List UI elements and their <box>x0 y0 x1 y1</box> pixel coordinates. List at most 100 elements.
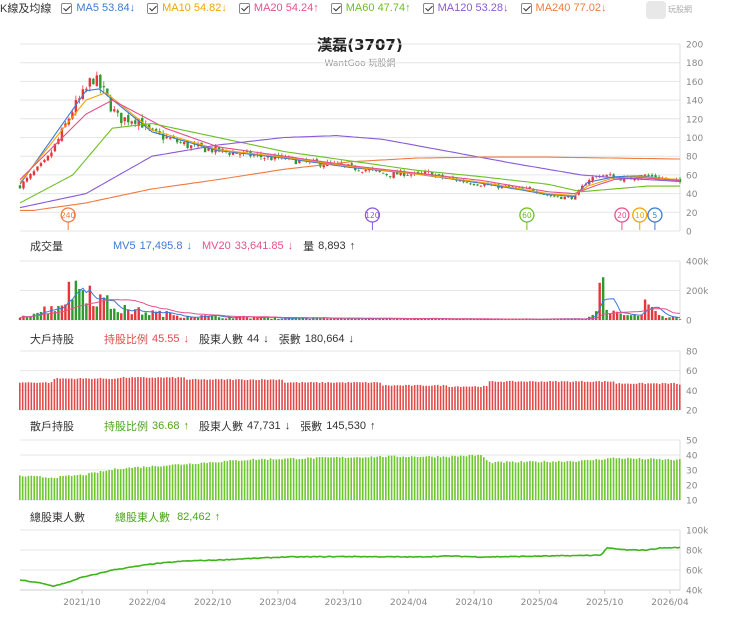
logo-text: 玩股網 <box>668 5 692 14</box>
retail-holder-bar <box>318 457 321 500</box>
big-holder-bar <box>350 382 353 410</box>
ma-marker: 10 <box>632 207 648 230</box>
legend-ma60[interactable]: MA60 47.74 ↑ <box>330 2 411 14</box>
volume-bar <box>483 319 486 320</box>
retail-holder-bar <box>431 456 433 500</box>
retail-holder-bar <box>315 457 318 500</box>
retail-holder-bar <box>595 459 598 500</box>
volume-bar <box>462 318 465 320</box>
big-holder-bar <box>606 381 609 410</box>
candle-body <box>203 147 207 153</box>
big-holder-bar <box>338 382 341 410</box>
volume-bar <box>605 309 608 320</box>
retail-holder-bar <box>33 476 36 500</box>
big-holder-bar <box>632 383 635 410</box>
volume-bar <box>60 305 64 320</box>
ma-marker-circle <box>364 207 381 223</box>
big-holder-bar <box>612 381 615 410</box>
volume-bar <box>29 316 32 320</box>
big-holder-bar <box>168 377 171 410</box>
checkbox-icon[interactable] <box>330 2 342 14</box>
ma60-label: MA60 <box>345 2 375 14</box>
big-holder-bar <box>376 382 378 410</box>
big-holder-bar <box>532 381 534 410</box>
ma10-value: 54.82 <box>193 2 222 14</box>
big-holder-bar <box>670 383 672 410</box>
big-holder-bar <box>33 382 36 410</box>
legend-ma20[interactable]: MA20 54.24 ↑ <box>238 2 319 14</box>
volume-bar <box>85 303 88 320</box>
legend-ma120[interactable]: MA120 53.28 ↓ <box>422 2 509 14</box>
ma-line-ma120 <box>19 135 681 209</box>
ma5-arrow: ↓ <box>129 2 136 14</box>
ma-marker: 240 <box>60 207 76 230</box>
volume-bar <box>347 318 350 320</box>
retail-holder-bar <box>145 467 148 500</box>
checkbox-icon[interactable] <box>61 2 73 14</box>
legend-ma240[interactable]: MA240 77.02 ↓ <box>520 2 607 14</box>
big-holder-bar <box>436 384 439 410</box>
retail-holder-bar <box>609 458 612 500</box>
big-holder-bar <box>534 381 537 410</box>
volume-bar <box>640 314 643 320</box>
mv5-value: 17,495.8 <box>139 240 183 252</box>
retail-holder-bar <box>676 459 678 500</box>
big-holder-bar <box>214 379 217 410</box>
big-holder-bar <box>295 382 298 410</box>
checkbox-icon[interactable] <box>238 2 250 14</box>
volume-bar <box>120 313 123 320</box>
volume-bar <box>291 318 294 320</box>
ma60-value: 47.74 <box>377 2 406 14</box>
volume-bar <box>193 317 196 320</box>
volume-bar <box>256 317 259 320</box>
volume-bar <box>619 313 622 320</box>
big-holder-bar <box>359 382 361 410</box>
big-holder-bar <box>575 381 577 410</box>
retail-holder-bar <box>402 456 404 500</box>
candle-body <box>85 88 88 91</box>
retail-holder-bar <box>160 466 162 500</box>
volume-bar <box>196 317 200 320</box>
retail-holder-bar <box>604 459 606 500</box>
checkbox-icon[interactable] <box>147 2 159 14</box>
volume-bar <box>266 316 270 320</box>
big-holder-bar <box>344 382 347 410</box>
retail-holder-bar <box>252 458 255 500</box>
candle-body <box>570 196 573 199</box>
legend-ma5[interactable]: MA5 53.84 ↓ <box>61 2 135 14</box>
retail-holder-bar <box>442 456 445 500</box>
volume-bar <box>102 297 106 320</box>
checkbox-icon[interactable] <box>520 2 532 14</box>
y-tick-label: 30 <box>686 467 698 477</box>
retail-holder-bar <box>454 455 456 500</box>
retail-holder-bar <box>477 454 479 500</box>
big-holder-bar <box>137 377 139 410</box>
retail-holder-bar <box>655 459 658 500</box>
candle-body <box>322 165 326 168</box>
big-holder-bar <box>36 382 38 410</box>
volume-bar <box>231 318 235 320</box>
big-holder-bar <box>445 385 448 410</box>
volume-bar <box>224 318 228 320</box>
retail-holder-bar <box>583 460 586 500</box>
checkbox-icon[interactable] <box>422 2 434 14</box>
big-holder-bar <box>111 379 113 410</box>
candle-body <box>409 174 413 176</box>
retail-holder-bar <box>128 467 131 500</box>
big-holder-bar <box>177 377 180 410</box>
retail-holder-bar <box>125 468 128 500</box>
retail-holder-bar <box>203 462 206 500</box>
candle-body <box>95 75 99 86</box>
big-holder-bar <box>618 383 621 410</box>
big-holder-bar <box>439 385 442 410</box>
retail-holder-bar <box>399 457 402 500</box>
big-holder-bar <box>483 385 485 410</box>
big-holder-bar <box>174 378 177 410</box>
retail-ratio-value: 36.68 <box>152 420 180 432</box>
retail-holder-bar <box>88 473 90 500</box>
legend-ma10[interactable]: MA10 54.82 ↓ <box>147 2 227 14</box>
candle-body <box>507 184 511 187</box>
candle-body <box>378 170 381 172</box>
total-stat-arrow: ↑ <box>214 511 221 523</box>
